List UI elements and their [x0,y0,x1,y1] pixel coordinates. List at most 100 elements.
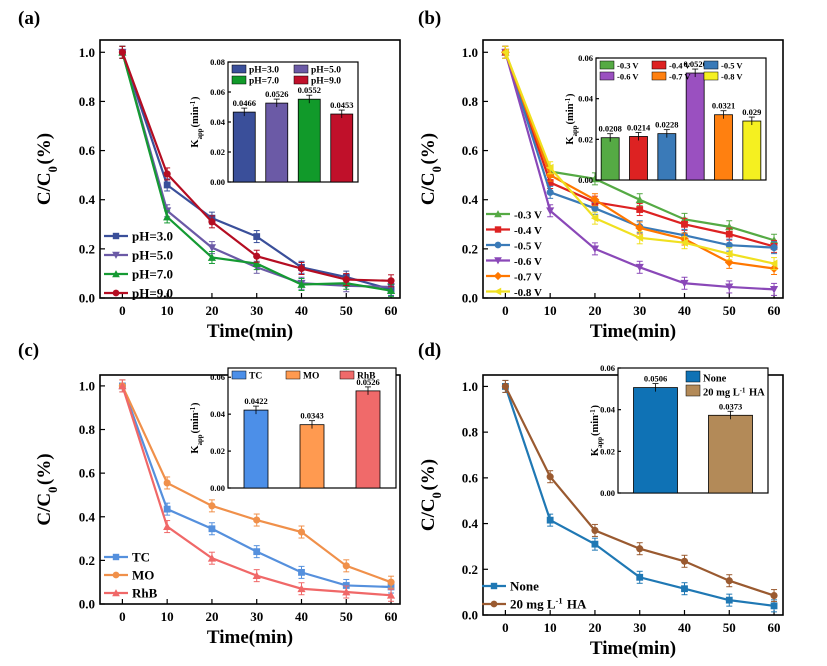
inset-legend-label: MO [303,372,319,382]
x-tick-label: 60 [385,609,398,624]
x-tick-label: 40 [678,303,691,318]
data-point [590,195,600,205]
data-point [725,230,733,238]
y-axis-title: C/C0 (%) [34,453,60,525]
y-tick-label: 0.2 [462,562,478,577]
inset-value-label: 0.0422 [244,396,267,406]
inset-y-tick-label: 0.02 [210,147,225,157]
y-tick-label: 0.8 [79,94,96,109]
inset-value-label: 0.0506 [644,374,667,384]
legend-marker [112,589,120,597]
y-tick-label: 0.2 [79,241,95,256]
data-point [590,214,599,223]
data-point [163,522,172,530]
data-point [208,218,216,226]
inset-legend-label: -0.4 V [669,61,691,71]
data-point [386,286,396,295]
inset-legend-swatch [231,370,247,380]
panel-c: (c) 0 10 20 30 40 50 60 0.0 0.2 0.4 0.6 0.8 1.0 Time(m… [18,340,401,648]
inset-value-label: 0.0552 [298,85,321,95]
panel-b: (b) 0 10 20 30 40 50 60 0.0 0.2 0.4 0.6 0.8 1.0 Time(m… [418,8,784,342]
data-point [163,170,171,178]
inset-legend-label: pH=9.0 [311,77,341,87]
x-tick-label: 20 [205,609,218,624]
legend-marker [494,241,502,249]
inset-y-tick-label: 0.04 [600,405,616,415]
inset-bar [297,98,321,183]
y-tick-label: 0.0 [462,291,478,306]
y-tick-label: 0.4 [79,509,96,524]
inset-legend-swatch [285,370,301,380]
inset-legend-label: 20 mg L-1 HA [703,387,765,399]
inset-y-tick-label: 0.04 [210,117,226,127]
x-tick-label: 20 [205,303,218,318]
inset-bar [708,414,753,494]
inset-legend-swatch [231,64,247,74]
inset-value-label: 0.0373 [719,401,742,411]
inset-bar [685,72,705,181]
inset-legend-label: -0.8 V [721,72,743,82]
data-point [501,382,509,390]
legend-marker [490,600,498,608]
data-point [387,578,395,586]
inset-value-label: 0.0208 [598,124,621,134]
inset-legend-swatch [703,71,719,81]
data-point [725,283,734,292]
inset-y-tick-label: 0.06 [210,87,225,97]
legend-label: -0.5 V [514,241,542,253]
inset-legend-swatch [231,75,247,85]
data-point [207,554,217,562]
inset-bar [742,120,762,181]
data-point [253,548,261,556]
legend-label: RhB [132,586,158,601]
inset-bar-chart: 0.00 0.02 0.04 0.06 Kapp (min-1 ) 0.0422 0.034… [190,367,397,493]
inset-bar-chart: 0.00 0.02 0.04 0.06 0.08 Kapp (min-1 ) 0.0466 0… [190,57,359,187]
y-tick-label: 0.6 [462,470,479,485]
legend-label: -0.7 V [514,272,542,284]
data-point [546,163,554,172]
inset-bar-chart: 0.00 0.02 0.04 0.06 Kapp (min-1 ) 0.0208 0.021… [565,53,767,185]
data-point [387,277,395,285]
data-point [725,241,733,249]
x-axis-title: Time(min) [590,321,676,342]
inset-y-tick-label: 0.00 [578,175,593,185]
data-point [769,286,779,294]
inset-bar [355,390,381,489]
y-axis-title: C/C0 (%) [418,133,444,205]
inset-legend-label: pH=3.0 [249,66,279,76]
panel-label: (c) [18,340,39,361]
legend-marker [493,271,503,281]
x-tick-label: 0 [119,609,126,624]
panel-d: (d) 0 10 20 30 40 50 60 0.0 0.2 0.4 0.6 0.8 1.0 Time(m… [418,340,784,659]
x-tick-label: 20 [588,303,601,318]
inset-legend-label: TC [249,372,262,382]
y-tick-label: 0.2 [462,241,478,256]
x-tick-label: 50 [340,303,353,318]
y-tick-label: 1.0 [462,379,478,394]
x-axis-title: Time(min) [207,321,293,342]
y-tick-label: 0.6 [79,143,96,158]
data-point [545,170,555,180]
inset-legend-swatch [339,370,355,380]
legend-marker [112,289,120,297]
legend-label: pH=7.0 [132,267,173,282]
inset-value-label: 0.0228 [655,120,678,130]
y-tick-label: 0.0 [79,291,95,306]
x-tick-label: 50 [723,303,736,318]
data-point [770,592,778,600]
inset-legend-label: -0.3 V [617,61,639,71]
y-tick-label: 0.0 [462,608,478,623]
legend-label: -0.8 V [514,287,542,299]
inset-value-label: 0.029 [742,107,761,117]
legend-label: MO [132,568,154,583]
x-tick-label: 0 [502,303,509,318]
x-tick-label: 10 [544,303,557,318]
inset-y-tick-label: 0.02 [600,446,615,456]
y-tick-label: 0.8 [462,425,479,440]
inset-bar [657,133,677,181]
inset-y-axis-title: Kapp (min-1 ) [565,93,579,145]
inset-legend-swatch [293,64,309,74]
data-point [207,253,217,261]
x-tick-label: 30 [250,303,263,318]
x-tick-label: 60 [768,620,781,635]
